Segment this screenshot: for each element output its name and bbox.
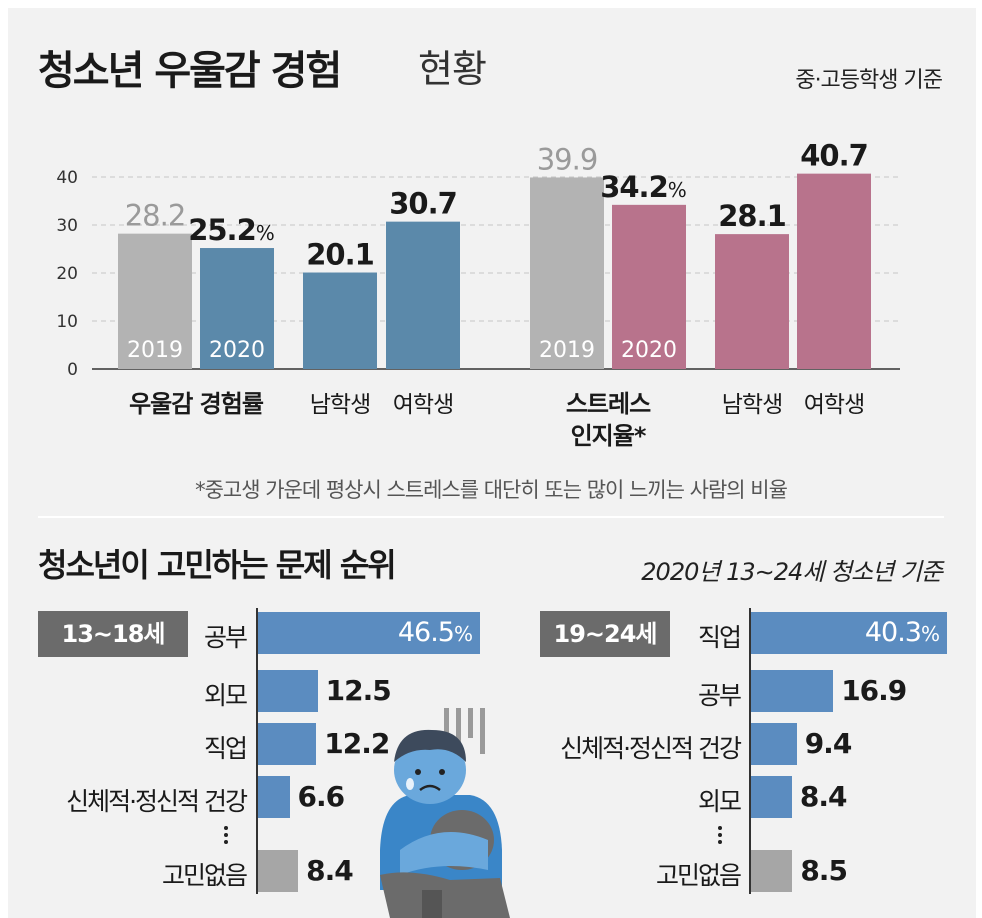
bar-1-0 [303, 272, 377, 369]
year-label: 2019 [539, 338, 595, 363]
sad-teen-hugging-knees-icon [380, 708, 510, 918]
rank-value-label: 12.2 [324, 727, 390, 760]
group-label: 스트레스 [566, 390, 651, 418]
bar-2-1 [612, 204, 686, 369]
bar-0-1 [200, 248, 274, 369]
category-label: 여학생 [804, 392, 864, 418]
ellipsis-dot [718, 833, 722, 837]
ellipsis-dot [224, 840, 228, 844]
rank-axis-line [256, 608, 258, 894]
rank-category-label: 고민없음 [655, 861, 742, 890]
page-title: 청소년 우울감 경험 [38, 48, 342, 94]
ellipsis-dot [718, 840, 722, 844]
value-label: 28.2 [125, 199, 186, 233]
rank-value-label: 40.3% [864, 617, 940, 648]
top-bar-chart: 0 10 20 30 40 28.2 2019 25.2% 2020 우울감 경험률 20.1 남학생… [56, 139, 900, 450]
y-tick-label: 30 [56, 216, 78, 236]
rank-category-label: 직업 [203, 734, 248, 763]
category-label: 남학생 [722, 392, 782, 418]
year-label: 2020 [621, 338, 677, 363]
rank-section-basis: 2020년 13∼24세 청소년 기준 [641, 558, 943, 586]
rank-category-label: 신체적·정신적 건강 [66, 787, 248, 816]
rank-bar [258, 723, 317, 765]
bar-0-0 [118, 233, 192, 369]
category-label: 여학생 [393, 392, 453, 418]
year-label: 2020 [209, 338, 265, 363]
y-tick-label: 0 [67, 360, 78, 380]
y-tick-label: 20 [56, 264, 78, 284]
rank-bar [751, 723, 797, 765]
age-group-badge: 13∼18세 [38, 611, 188, 657]
rank-value-label: 46.5% [397, 617, 473, 648]
category-label: 남학생 [310, 392, 370, 418]
rank-category-label: 공부 [697, 681, 742, 710]
rank-category-label: 신체적·정신적 건강 [560, 734, 742, 763]
value-label: 20.1 [306, 238, 374, 272]
rank-category-label: 공부 [203, 623, 248, 652]
value-label: 28.1 [718, 199, 786, 233]
bar-3-1 [797, 173, 871, 369]
rank-value-label: 12.5 [325, 674, 392, 707]
rank-bar [751, 670, 834, 712]
rank-bar [258, 850, 299, 892]
rank-bar [258, 776, 290, 818]
infographic-panel [8, 8, 976, 918]
rank-category-label: 직업 [697, 623, 742, 652]
stress-footnote: *중고생 가운데 평상시 스트레스를 대단히 또는 많이 느끼는 사람의 비율 [195, 478, 788, 502]
rank-value-label: 16.9 [841, 674, 907, 707]
section-divider [38, 516, 944, 518]
value-label: 30.7 [389, 187, 457, 221]
ellipsis-dot [224, 833, 228, 837]
year-label: 2019 [127, 338, 183, 363]
ellipsis-dot [224, 826, 228, 830]
bar-1-1 [386, 221, 460, 369]
bar-3-0 [715, 234, 789, 369]
rank-bar [258, 670, 318, 712]
rank-bar [258, 612, 480, 654]
rank-bar [751, 612, 947, 654]
top-basis-note: 중·고등학생 기준 [795, 68, 943, 93]
ellipsis-dot [718, 826, 722, 830]
y-tick-label: 40 [56, 168, 78, 188]
value-label: 25.2% [188, 213, 274, 247]
value-label: 39.9 [537, 142, 598, 176]
rank-value-label: 8.4 [799, 780, 848, 813]
rank-category-label: 외모 [697, 787, 742, 816]
age-group-badge: 19∼24세 [540, 611, 670, 657]
percent-sign: % [256, 221, 274, 245]
rank-value-label: 9.4 [804, 727, 853, 760]
rank-category-label: 외모 [203, 681, 248, 710]
group-label: 우울감 경험률 [129, 390, 264, 418]
y-tick-label: 10 [56, 312, 78, 332]
rank-category-label: 고민없음 [161, 861, 248, 890]
value-label: 40.7 [800, 139, 868, 173]
rank-value-label: 8.5 [800, 854, 848, 887]
group-label: 인지율* [571, 422, 647, 450]
percent-sign: % [453, 622, 473, 646]
rank-axis-line [749, 608, 751, 894]
value-label: 34.2% [600, 170, 686, 204]
bar-2-0 [530, 177, 604, 369]
percent-sign: % [668, 178, 686, 202]
rank-section-title: 청소년이 고민하는 문제 순위 [38, 546, 397, 584]
page-title-suffix: 현황 [418, 47, 487, 91]
rank-value-label: 6.6 [297, 780, 346, 813]
rank-value-label: 8.4 [306, 854, 354, 887]
rank-bar [751, 776, 792, 818]
rank-bar [751, 850, 793, 892]
percent-sign: % [920, 622, 940, 646]
